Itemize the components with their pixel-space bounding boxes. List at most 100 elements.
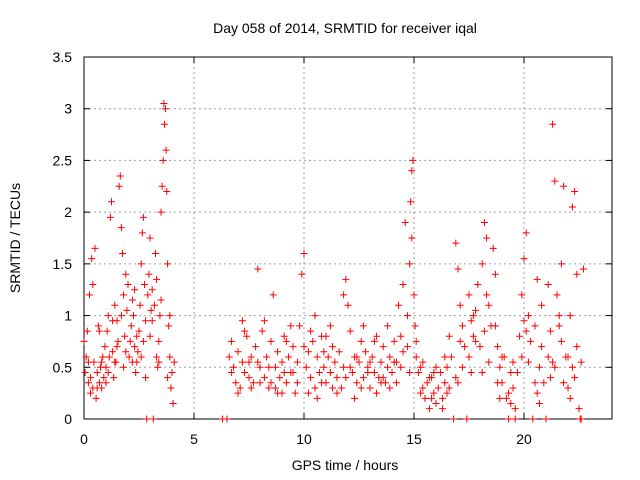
data-point [568,363,576,371]
data-point [271,384,279,392]
data-point [531,379,539,387]
data-point [91,244,99,252]
data-point [428,394,436,402]
data-point [513,368,521,376]
data-point [390,358,398,366]
data-point [293,358,301,366]
data-point [478,368,486,376]
data-point [170,358,178,366]
data-point [353,379,361,387]
data-point [395,301,403,309]
data-point [80,337,88,345]
data-point [146,234,154,242]
data-point [282,379,290,387]
data-point [524,312,532,320]
data-point [467,317,475,325]
data-point [379,343,387,351]
data-point [166,353,174,361]
data-point [439,394,447,402]
data-point [278,389,286,397]
data-point [276,374,284,382]
data-point [432,363,440,371]
data-point [155,337,163,345]
data-point [401,218,409,226]
data-point [234,389,242,397]
data-point [337,384,345,392]
data-point [498,353,506,361]
data-point [476,343,484,351]
data-point [452,374,460,382]
data-point [133,358,141,366]
data-point [155,358,163,366]
data-point [348,368,356,376]
data-point [411,322,419,330]
data-point [456,301,464,309]
data-point [549,358,557,366]
data-point [88,255,96,263]
y-tick-label: 0 [64,411,72,427]
data-point [100,374,108,382]
y-tick-label: 3.5 [53,49,73,65]
data-point [280,368,288,376]
data-point [423,379,431,387]
data-point [265,384,273,392]
data-point [94,322,102,330]
data-point [267,337,275,345]
data-point [293,379,301,387]
data-point [544,281,552,289]
data-point [225,353,233,361]
data-point [223,415,231,423]
data-point [166,312,174,320]
data-point [370,337,378,345]
data-point [520,255,528,263]
data-point [564,384,572,392]
data-point [425,374,433,382]
data-point [557,337,565,345]
data-point [507,399,515,407]
data-point [274,348,282,356]
data-point [81,368,89,376]
data-point [87,389,95,397]
data-point [408,234,416,242]
data-point [531,322,539,330]
data-point [304,348,312,356]
data-point [553,291,561,299]
data-point [245,374,253,382]
data-point [157,208,165,216]
data-point [329,384,337,392]
data-point [467,368,475,376]
data-point [141,281,148,289]
data-point [355,358,363,366]
data-point [546,327,554,335]
data-point [267,379,275,387]
data-point [522,229,530,237]
data-point [359,374,367,382]
data-point [458,322,466,330]
data-point [535,399,543,407]
data-point [441,353,449,361]
data-point [121,332,129,340]
data-point [322,332,330,340]
data-point [142,317,150,325]
data-point [111,358,119,366]
data-point [144,291,152,299]
data-point [472,306,480,314]
data-point [150,301,158,309]
data-point [139,213,147,221]
data-point [568,203,576,211]
data-point [392,379,400,387]
data-point [92,394,100,402]
data-point [120,291,128,299]
data-point [238,317,246,325]
data-point [445,384,453,392]
data-point [409,156,417,164]
data-point [485,358,493,366]
x-axis-label: GPS time / hours [292,457,399,473]
data-point [143,415,151,423]
data-point [333,374,341,382]
data-point [131,286,139,294]
data-point [546,374,554,382]
data-point [86,291,93,299]
data-point [333,389,341,397]
grid-lines [84,57,612,419]
